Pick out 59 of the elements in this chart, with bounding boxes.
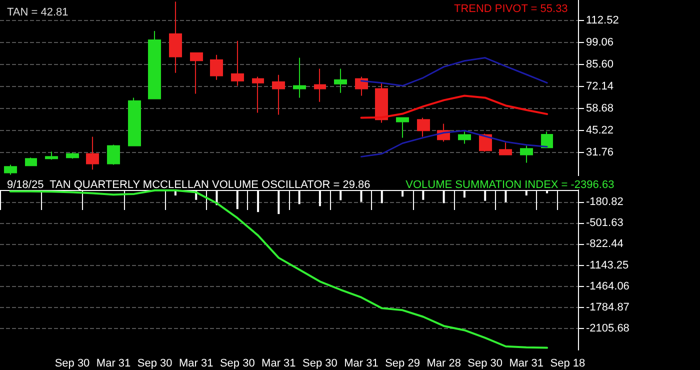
line-series xyxy=(360,94,548,119)
line-series xyxy=(9,189,548,349)
text: VOLUME SUMMATION INDEX = -2396.63 xyxy=(406,179,614,191)
candlestick xyxy=(169,1,182,74)
y-tick-label: -1784.87 xyxy=(586,302,630,314)
candlestick xyxy=(252,76,264,114)
candlestick xyxy=(314,68,326,102)
y-tick-label: 112.52 xyxy=(586,14,619,26)
line-series xyxy=(360,130,548,158)
y-tick-label: -180.82 xyxy=(586,196,624,208)
y-tick-label: -822.44 xyxy=(586,238,624,250)
candlestick xyxy=(375,82,388,124)
x-tick-label: Sep 30 xyxy=(220,358,255,370)
x-tick-label: Mar 31 xyxy=(509,358,544,370)
candlestick xyxy=(45,151,58,160)
candlestick xyxy=(334,68,347,94)
x-tick-label: Mar 31 xyxy=(96,358,131,370)
x-tick-label: Mar 28 xyxy=(426,358,461,370)
series-label: 9/18/25 TAN QUARTERLY MCCLELLAN VOLUME OSCILLATOR = 29.86 xyxy=(7,179,370,191)
candlestick xyxy=(66,152,79,160)
text: TREND PIVOT = 55.33 xyxy=(454,3,568,15)
candlestick xyxy=(499,142,512,156)
x-tick-label: Sep 18 xyxy=(550,358,586,370)
x-tick-label: Mar 31 xyxy=(262,358,296,370)
candlestick xyxy=(520,145,533,164)
x-tick-label: Sep 30 xyxy=(468,358,503,370)
candlestick xyxy=(541,131,553,148)
y-tick-label: 99.06 xyxy=(586,36,614,48)
x-tick-label: Mar 31 xyxy=(344,358,378,370)
y-tick-label: 31.76 xyxy=(586,146,614,159)
y-tick-label: -1464.06 xyxy=(586,280,630,292)
candlestick xyxy=(458,131,471,144)
candlestick xyxy=(86,136,99,170)
candlestick xyxy=(396,117,409,138)
x-tick-label: Sep 30 xyxy=(137,358,172,370)
candlestick xyxy=(210,54,223,80)
candlestick xyxy=(190,52,203,94)
x-tick-label: Sep 29 xyxy=(385,358,420,370)
candlestick xyxy=(128,97,141,146)
candlestick xyxy=(293,57,306,98)
candlestick xyxy=(107,144,120,166)
candlestick xyxy=(231,40,244,86)
x-tick-label: Sep 30 xyxy=(54,358,90,370)
line-series xyxy=(360,57,548,87)
y-tick-label: 45.22 xyxy=(586,124,614,137)
y-tick-label: 58.68 xyxy=(586,102,614,115)
x-tick-label: Sep 30 xyxy=(302,358,338,370)
y-tick-label: -1143.25 xyxy=(586,259,629,272)
y-tick-label: -2105.68 xyxy=(586,322,630,335)
candlestick xyxy=(272,74,285,116)
y-tick-label: 85.60 xyxy=(586,58,614,71)
y-tick-label: 72.14 xyxy=(586,80,614,93)
text: TAN = 42.81 xyxy=(7,6,68,18)
x-tick-label: Mar 31 xyxy=(178,358,214,370)
y-tick-label: -501.63 xyxy=(586,217,624,230)
candlestick xyxy=(148,30,161,100)
candlestick xyxy=(417,117,430,138)
candlestick xyxy=(25,157,37,166)
candlestick xyxy=(4,164,17,176)
